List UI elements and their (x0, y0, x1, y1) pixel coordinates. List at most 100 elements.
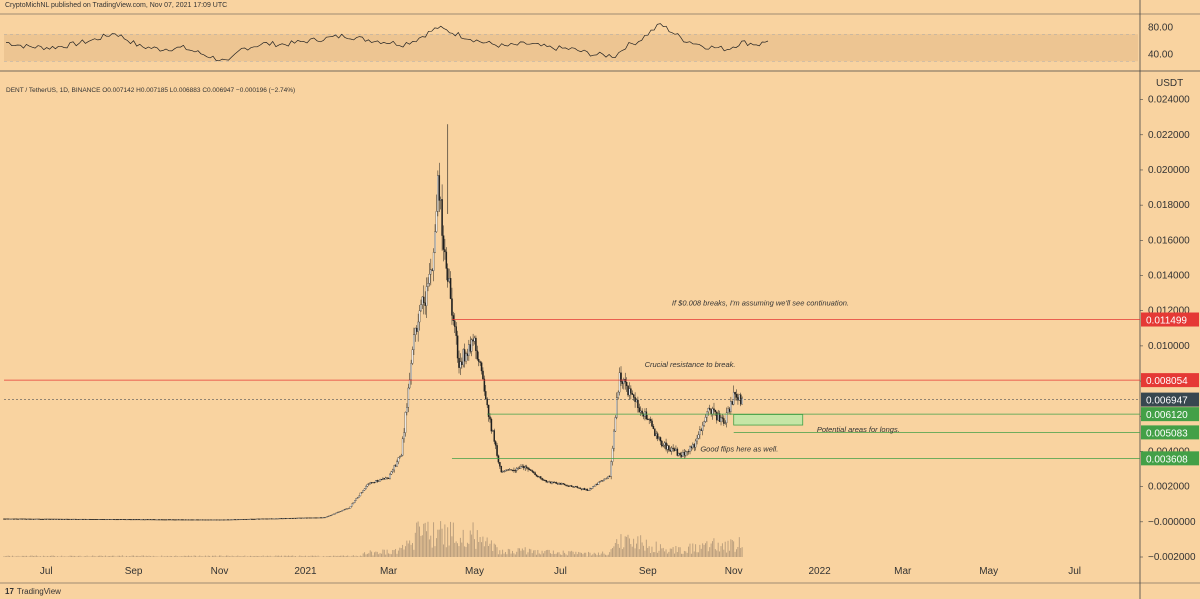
volume-bar (685, 551, 687, 557)
tradingview-footer[interactable]: 17 TradingView (5, 587, 61, 596)
candle-body (161, 519, 163, 521)
candle-body (603, 478, 605, 482)
volume-bar (169, 555, 171, 557)
volume-bar (114, 556, 116, 557)
candle-body (586, 488, 588, 491)
volume-bar (738, 537, 740, 557)
volume-bar (99, 555, 101, 557)
candle-body (187, 519, 190, 521)
candle-body (354, 500, 356, 503)
volume-bar (489, 543, 491, 557)
candle-body (300, 517, 302, 519)
candle-body (325, 516, 328, 518)
candle-body (80, 518, 83, 520)
tradingview-logo-icon: 17 (5, 587, 14, 596)
candle-body (539, 476, 542, 479)
volume-bar (554, 554, 556, 557)
volume-bar (545, 550, 547, 557)
candle-body (530, 469, 532, 471)
candle-body (327, 515, 329, 518)
candle-body (616, 397, 618, 418)
volume-bar (52, 555, 54, 557)
support-level-badge (1141, 425, 1199, 440)
candle-body (396, 461, 398, 467)
candle-body (153, 519, 156, 521)
support-level-badge (1141, 407, 1199, 422)
volume-bar (16, 556, 18, 557)
candle-body (306, 517, 308, 519)
candle-body (717, 413, 719, 421)
volume-bar (481, 542, 482, 557)
candle-body (507, 469, 510, 471)
volume-bar (376, 551, 378, 557)
oscillator-tick-label: 40.00 (1148, 50, 1173, 61)
volume-bar (317, 555, 319, 557)
candle-body (700, 429, 703, 431)
candle-body (272, 518, 274, 520)
volume-bar (617, 543, 619, 557)
candle-body (654, 428, 656, 436)
candle-body (627, 385, 629, 396)
volume-bar (17, 555, 19, 557)
volume-bar (572, 551, 574, 557)
volume-bar (293, 556, 295, 557)
candle-body (518, 467, 521, 469)
candle-body (600, 480, 603, 482)
candle-body (486, 398, 488, 406)
volume-bar (231, 555, 233, 557)
candle-body (608, 476, 611, 477)
candle-body (199, 519, 201, 521)
candle-body (561, 483, 563, 485)
volume-bar (265, 556, 267, 557)
volume-bar (372, 555, 374, 557)
volume-bar (641, 542, 643, 557)
time-tick-label: Sep (639, 566, 657, 577)
candle-body (192, 519, 194, 521)
volume-bar (144, 556, 146, 557)
candle-body (528, 468, 531, 470)
candle-body (706, 411, 708, 418)
price-axis-unit: USDT (1156, 78, 1183, 89)
volume-bar (369, 550, 371, 557)
candle-body (45, 518, 48, 520)
publisher-line: CryptoMichNL published on TradingView.co… (5, 2, 228, 9)
candle-body (265, 518, 267, 520)
volume-bar (514, 554, 516, 557)
candle-body (49, 518, 52, 520)
candle-body (621, 381, 624, 384)
volume-bar (386, 549, 388, 557)
volume-bar (226, 555, 227, 557)
candle-body (46, 518, 49, 520)
candle-body (527, 467, 529, 470)
candle-body (56, 518, 59, 520)
candle-body (196, 519, 198, 521)
candle-body (145, 519, 148, 521)
volume-bar (327, 556, 329, 557)
candle-body (135, 519, 138, 521)
candle-body (455, 326, 457, 336)
candle-body (463, 349, 466, 362)
candle-body (573, 486, 576, 488)
volume-bar (378, 554, 380, 557)
candle-body (500, 466, 503, 473)
candle-body (444, 249, 446, 253)
candle-body (61, 518, 63, 520)
volume-bar (497, 554, 499, 557)
candle-body (689, 446, 691, 452)
candle-body (610, 461, 612, 477)
volume-bar (614, 542, 616, 557)
volume-bar (111, 555, 113, 557)
volume-bar (581, 552, 582, 557)
candle-body (93, 519, 95, 520)
volume-bar (516, 551, 518, 557)
candle-body (338, 511, 341, 513)
candle-body (459, 361, 462, 368)
candle-body (41, 518, 43, 520)
candle-body (115, 519, 118, 521)
volume-bar (375, 551, 377, 557)
candle-body (125, 519, 128, 521)
candle-body (692, 444, 694, 449)
volume-bar (700, 548, 702, 557)
price-tick-label: 0.024000 (1148, 95, 1190, 106)
